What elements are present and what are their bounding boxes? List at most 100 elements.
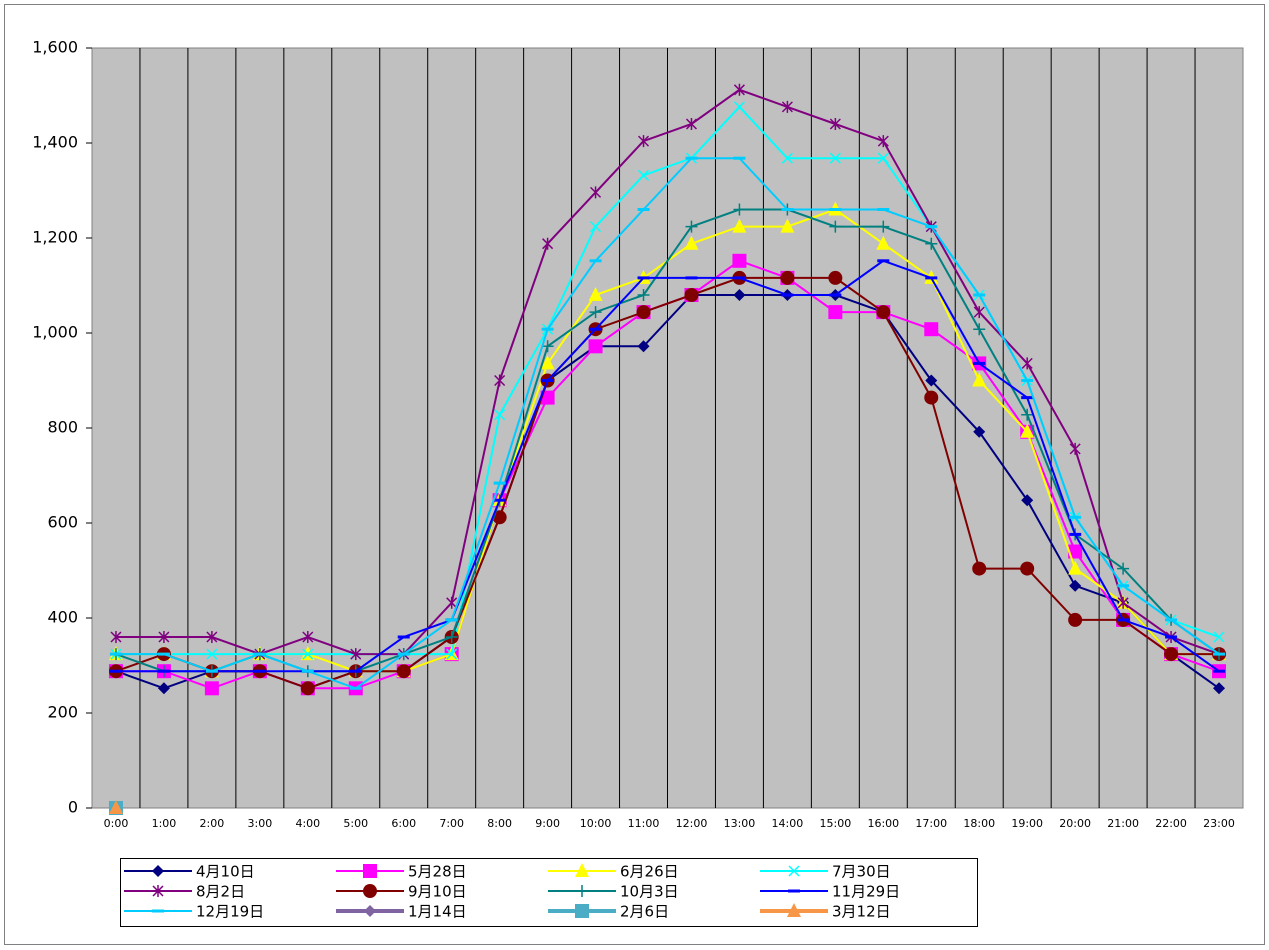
marker	[685, 220, 698, 233]
marker	[1164, 647, 1179, 662]
legend-label: 11月29日	[832, 883, 900, 901]
marker	[206, 631, 218, 643]
marker	[590, 221, 602, 233]
marker	[685, 118, 698, 130]
series-line	[115, 157, 1220, 690]
marker	[828, 305, 843, 320]
legend-entry: 8月2日	[124, 883, 245, 901]
legend-label: 5月28日	[408, 863, 467, 881]
x-tick-label: 12:00	[676, 817, 708, 830]
marker	[300, 681, 315, 696]
marker	[446, 596, 458, 609]
marker	[1213, 682, 1226, 695]
marker	[925, 237, 938, 250]
legend-label: 4月10日	[196, 863, 255, 881]
x-tick-label: 10:00	[580, 817, 612, 830]
marker	[1069, 442, 1081, 455]
marker	[780, 270, 795, 285]
marker	[1213, 631, 1225, 643]
marker	[877, 135, 889, 148]
legend-entry: 9月10日	[336, 883, 467, 901]
y-tick-label: 1,200	[32, 228, 78, 247]
marker	[973, 323, 986, 336]
x-tick-label: 22:00	[1155, 817, 1187, 830]
marker	[787, 903, 801, 917]
legend-entry: 1月14日	[336, 903, 467, 921]
marker	[302, 648, 314, 660]
marker	[152, 885, 164, 897]
marker	[1117, 562, 1130, 575]
y-tick-label: 1,000	[32, 323, 78, 342]
marker	[973, 306, 985, 319]
legend-entry: 10月3日	[548, 883, 679, 901]
legend-entry: 6月26日	[548, 863, 679, 881]
marker	[446, 648, 458, 660]
marker	[542, 237, 554, 250]
marker	[876, 305, 891, 320]
marker	[637, 289, 650, 301]
legend-label: 6月26日	[620, 863, 679, 881]
marker	[637, 169, 650, 181]
marker	[972, 561, 987, 576]
x-tick-label: 21:00	[1107, 817, 1139, 830]
legend-label: 9月10日	[408, 883, 467, 901]
marker	[780, 218, 795, 233]
legend-entry: 4月10日	[124, 863, 255, 881]
x-tick-label: 20:00	[1059, 817, 1091, 830]
legend-label: 8月2日	[196, 883, 245, 901]
y-tick-label: 800	[47, 418, 78, 437]
marker	[302, 631, 314, 643]
marker	[733, 289, 746, 301]
x-tick-label: 19:00	[1011, 817, 1043, 830]
marker	[733, 203, 746, 216]
marker	[781, 152, 793, 164]
series-line	[115, 88, 1220, 656]
legend-entry: 11月29日	[760, 883, 900, 901]
marker	[445, 631, 458, 643]
marker	[590, 186, 602, 199]
marker	[924, 390, 939, 405]
marker	[1069, 579, 1082, 592]
marker	[589, 306, 602, 319]
marker	[364, 905, 376, 917]
marker	[829, 118, 841, 130]
series-line	[115, 259, 1220, 673]
marker	[158, 631, 170, 643]
marker	[108, 800, 123, 814]
x-tick-label: 9:00	[535, 817, 560, 830]
x-tick-label: 3:00	[248, 817, 273, 830]
marker	[541, 340, 554, 353]
marker	[972, 372, 987, 387]
legend-entry: 5月28日	[336, 863, 467, 881]
marker	[157, 682, 170, 695]
marker	[637, 340, 650, 353]
marker	[206, 648, 218, 660]
series	[109, 259, 1226, 673]
marker	[540, 355, 555, 370]
marker	[204, 681, 219, 696]
legend-label: 1月14日	[408, 903, 467, 921]
marker	[350, 648, 362, 661]
marker	[684, 235, 699, 250]
x-tick-label: 23:00	[1203, 817, 1235, 830]
x-tick-label: 17:00	[915, 817, 947, 830]
marker	[492, 510, 507, 525]
series	[108, 800, 123, 814]
marker	[1021, 494, 1034, 507]
marker	[781, 100, 793, 113]
marker	[1020, 423, 1035, 438]
series-line	[115, 276, 1220, 690]
marker	[636, 305, 651, 320]
marker	[494, 374, 506, 387]
legend-label: 10月3日	[620, 883, 679, 901]
marker	[1068, 560, 1083, 575]
marker	[110, 631, 122, 643]
x-tick-label: 0:00	[104, 817, 129, 830]
x-tick-label: 5:00	[343, 817, 368, 830]
marker	[152, 865, 164, 877]
marker	[829, 152, 841, 164]
y-tick-label: 1,400	[32, 133, 78, 152]
marker	[876, 235, 891, 250]
